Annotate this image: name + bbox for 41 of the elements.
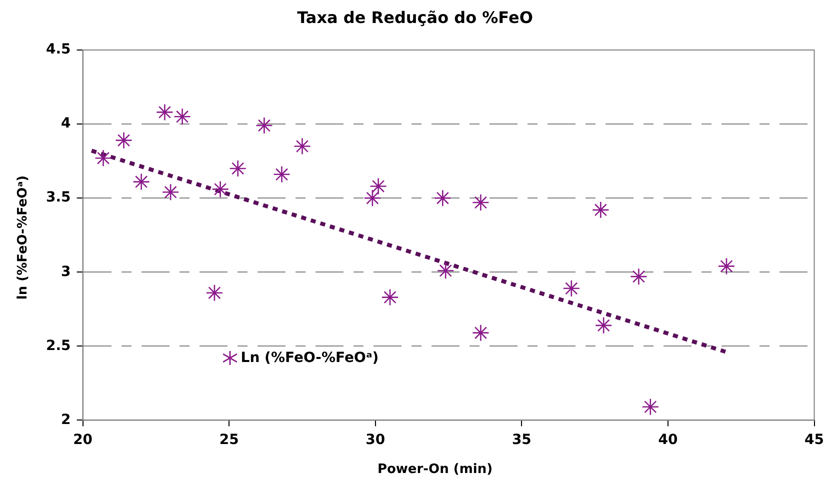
point [273, 166, 290, 184]
point [381, 288, 399, 306]
point [206, 284, 224, 302]
point [472, 194, 490, 212]
x-axis-title: Power-On (min) [376, 462, 494, 477]
point [630, 268, 648, 286]
point [174, 108, 191, 126]
point [594, 316, 612, 334]
y-axis-title: ln (%FeO-%FeOᵃ) [16, 174, 30, 302]
y-tick-label: 4 [61, 116, 72, 132]
point [592, 201, 610, 219]
point [364, 189, 382, 207]
point [642, 398, 660, 416]
point [718, 258, 736, 275]
chart-title: Taxa de Redução do %FeO [296, 8, 534, 27]
x-tick-label: 25 [219, 432, 239, 448]
point [132, 173, 150, 190]
y-tick-label: 2 [61, 412, 71, 428]
point [256, 116, 273, 134]
point [294, 138, 311, 155]
x-tick-label: 45 [804, 432, 824, 448]
x-tick-label: 30 [366, 432, 386, 448]
point [229, 160, 247, 178]
y-tick-label: 3.5 [46, 190, 71, 206]
x-tick-label: 40 [658, 432, 678, 448]
point [562, 280, 580, 298]
point [472, 324, 490, 342]
x-tick-label: 35 [512, 432, 532, 448]
x-tick-label: 20 [73, 432, 93, 448]
legend-label: Ln (%FeO-%FeOᵃ) [240, 350, 379, 366]
point [434, 189, 452, 207]
point [115, 132, 132, 149]
point [212, 180, 229, 198]
point [370, 178, 387, 195]
y-tick-label: 2.5 [46, 338, 71, 354]
point [94, 149, 112, 167]
y-tick-label: 4.5 [46, 42, 71, 58]
y-tick-label: 3 [61, 264, 71, 280]
point [162, 184, 180, 201]
point [156, 104, 174, 121]
point [436, 262, 454, 280]
